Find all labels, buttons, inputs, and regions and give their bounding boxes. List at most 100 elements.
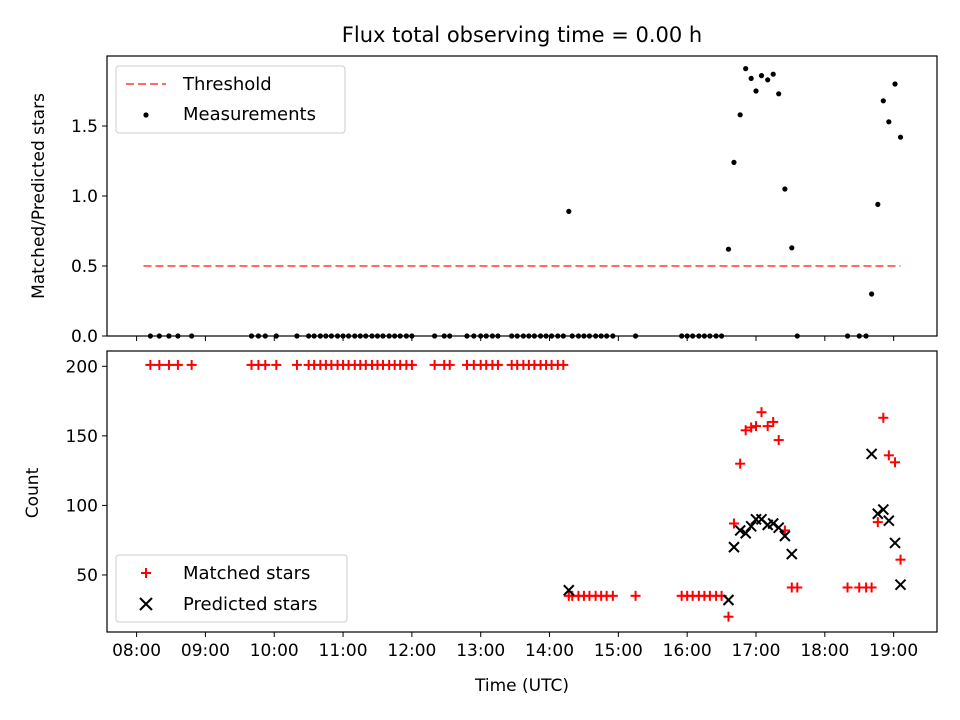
measurement-point [737, 112, 743, 118]
predicted-star-marker-b [865, 448, 878, 460]
ratio-y-tick-label: 0.0 [71, 327, 98, 347]
x-axis-label: Time (UTC) [474, 676, 569, 696]
x-tick-label: 15:00 [594, 641, 643, 661]
measurement-point [880, 98, 886, 104]
predicted-star-marker-b [779, 530, 791, 542]
x-axis: 08:00 09:00 10:00 11:00 12:00 13:00 14:00 15:00… [112, 632, 918, 661]
predicted-star-marker [745, 520, 757, 532]
predicted-star-marker [734, 524, 746, 537]
predicted-legend-label: Predicted stars [183, 594, 317, 615]
ratio-y-tick-label: 1.0 [71, 187, 98, 207]
matched-star-marker [186, 359, 197, 370]
x-tick-label: 17:00 [731, 641, 780, 661]
matched-star-marker [883, 450, 894, 461]
ratio-x-ticks [136, 336, 895, 341]
matched-star-marker [735, 458, 746, 469]
matched-legend-swatch [141, 568, 151, 578]
measurement-point [886, 119, 892, 125]
predicted-star-marker [883, 515, 895, 527]
measurement-point [892, 81, 898, 87]
x-tick-label: 13:00 [456, 641, 505, 661]
predicted-star-marker [728, 541, 740, 553]
matched-star-marker [878, 412, 889, 423]
predicted-legend-swatch [139, 597, 153, 611]
counts-legend: Matched stars Predicted stars [115, 554, 348, 623]
counts-panel: 50 100 150 200 08:00 09:00 10:00 11:00 12:00 13:… [23, 350, 938, 696]
ratio-panel: 0.0 0.5 1.0 1.5 Matched/Predicted stars Thr… [29, 55, 938, 347]
measurement-point [776, 91, 782, 97]
x-tick-label: 14:00 [525, 641, 574, 661]
counts-y-tick-label: 200 [66, 357, 98, 377]
x-tick-label: 09:00 [181, 641, 230, 661]
predicted-star-marker [877, 503, 890, 516]
ratio-y-label: Matched/Predicted stars [29, 93, 49, 299]
counts-y-tick-label: 50 [76, 566, 98, 586]
predicted-star-marker-b [734, 524, 746, 537]
ratio-y-axis: 0.0 0.5 1.0 1.5 [71, 117, 107, 347]
x-tick-label: 12:00 [387, 641, 436, 661]
x-tick-label: 18:00 [800, 641, 849, 661]
chart-title: Flux total observing time = 0.00 h [342, 23, 702, 47]
matched-star-marker [558, 359, 569, 370]
matched-star-marker [492, 359, 503, 370]
ratio-legend-box [115, 65, 346, 134]
measurement-point [731, 159, 737, 165]
predicted-star-marker-b [877, 503, 890, 516]
x-tick-label: 11:00 [319, 641, 368, 661]
x-tick-label: 08:00 [112, 641, 161, 661]
predicted-star-marker [865, 448, 878, 460]
matched-star-marker [444, 359, 455, 370]
matched-star-marker [145, 359, 156, 370]
predicted-star-marker-b [728, 541, 740, 553]
threshold-legend-label: Threshold [182, 74, 272, 95]
matched-star-marker [607, 590, 618, 601]
measurement-point [782, 186, 788, 192]
counts-y-tick-label: 150 [66, 427, 98, 447]
counts-y-tick-label: 100 [66, 496, 98, 516]
predicted-star-marker-b [563, 584, 575, 596]
counts-y-label: Count [23, 467, 43, 518]
matched-star-marker [872, 517, 883, 528]
predicted-star-marker-b [755, 513, 768, 526]
matched-star-marker [890, 457, 901, 468]
predicted-star-marker-b [739, 527, 752, 539]
x-tick-label: 16:00 [663, 641, 712, 661]
matched-star-marker [762, 421, 773, 432]
ratio-legend: Threshold Measurements [115, 65, 346, 134]
predicted-star-marker [773, 521, 785, 534]
matched-star-marker [768, 416, 779, 427]
measurement-point [789, 245, 795, 251]
matched-star-marker [723, 611, 734, 622]
matched-star-marker [792, 582, 803, 593]
matched-star-marker [728, 518, 739, 529]
measurement-point [770, 71, 776, 77]
predicted-star-marker [786, 548, 798, 560]
predicted-star-marker [779, 530, 791, 542]
matched-star-marker [746, 422, 757, 433]
matched-star-marker [630, 590, 641, 601]
matched-star-marker [163, 359, 174, 370]
matched-star-marker [895, 554, 906, 565]
predicted-star-marker [739, 527, 752, 539]
predicted-star-marker [889, 537, 901, 549]
counts-frame [106, 350, 938, 633]
ratio-y-tick-label: 0.5 [71, 257, 98, 277]
measurement-point [743, 66, 749, 72]
matched-star-marker [406, 359, 417, 370]
matched-star-marker [750, 421, 761, 432]
predicted-star-marker-b [889, 537, 901, 549]
matched-star-marker [154, 359, 165, 370]
predicted-star-marker-b [894, 578, 907, 591]
matched-star-marker [866, 582, 877, 593]
ratio-frame [106, 55, 938, 337]
matched-star-marker [429, 359, 440, 370]
measurement-point [758, 73, 765, 79]
x-tick-label: 10:00 [250, 641, 299, 661]
counts-y-axis: 50 100 150 200 [66, 357, 107, 586]
matched-star-marker [260, 359, 271, 370]
measurement-point [753, 88, 759, 94]
matched-legend-label: Matched stars [183, 563, 310, 584]
matched-star-marker [291, 359, 302, 370]
measurements-legend-label: Measurements [183, 104, 316, 125]
predicted-star-marker-b [745, 520, 757, 532]
